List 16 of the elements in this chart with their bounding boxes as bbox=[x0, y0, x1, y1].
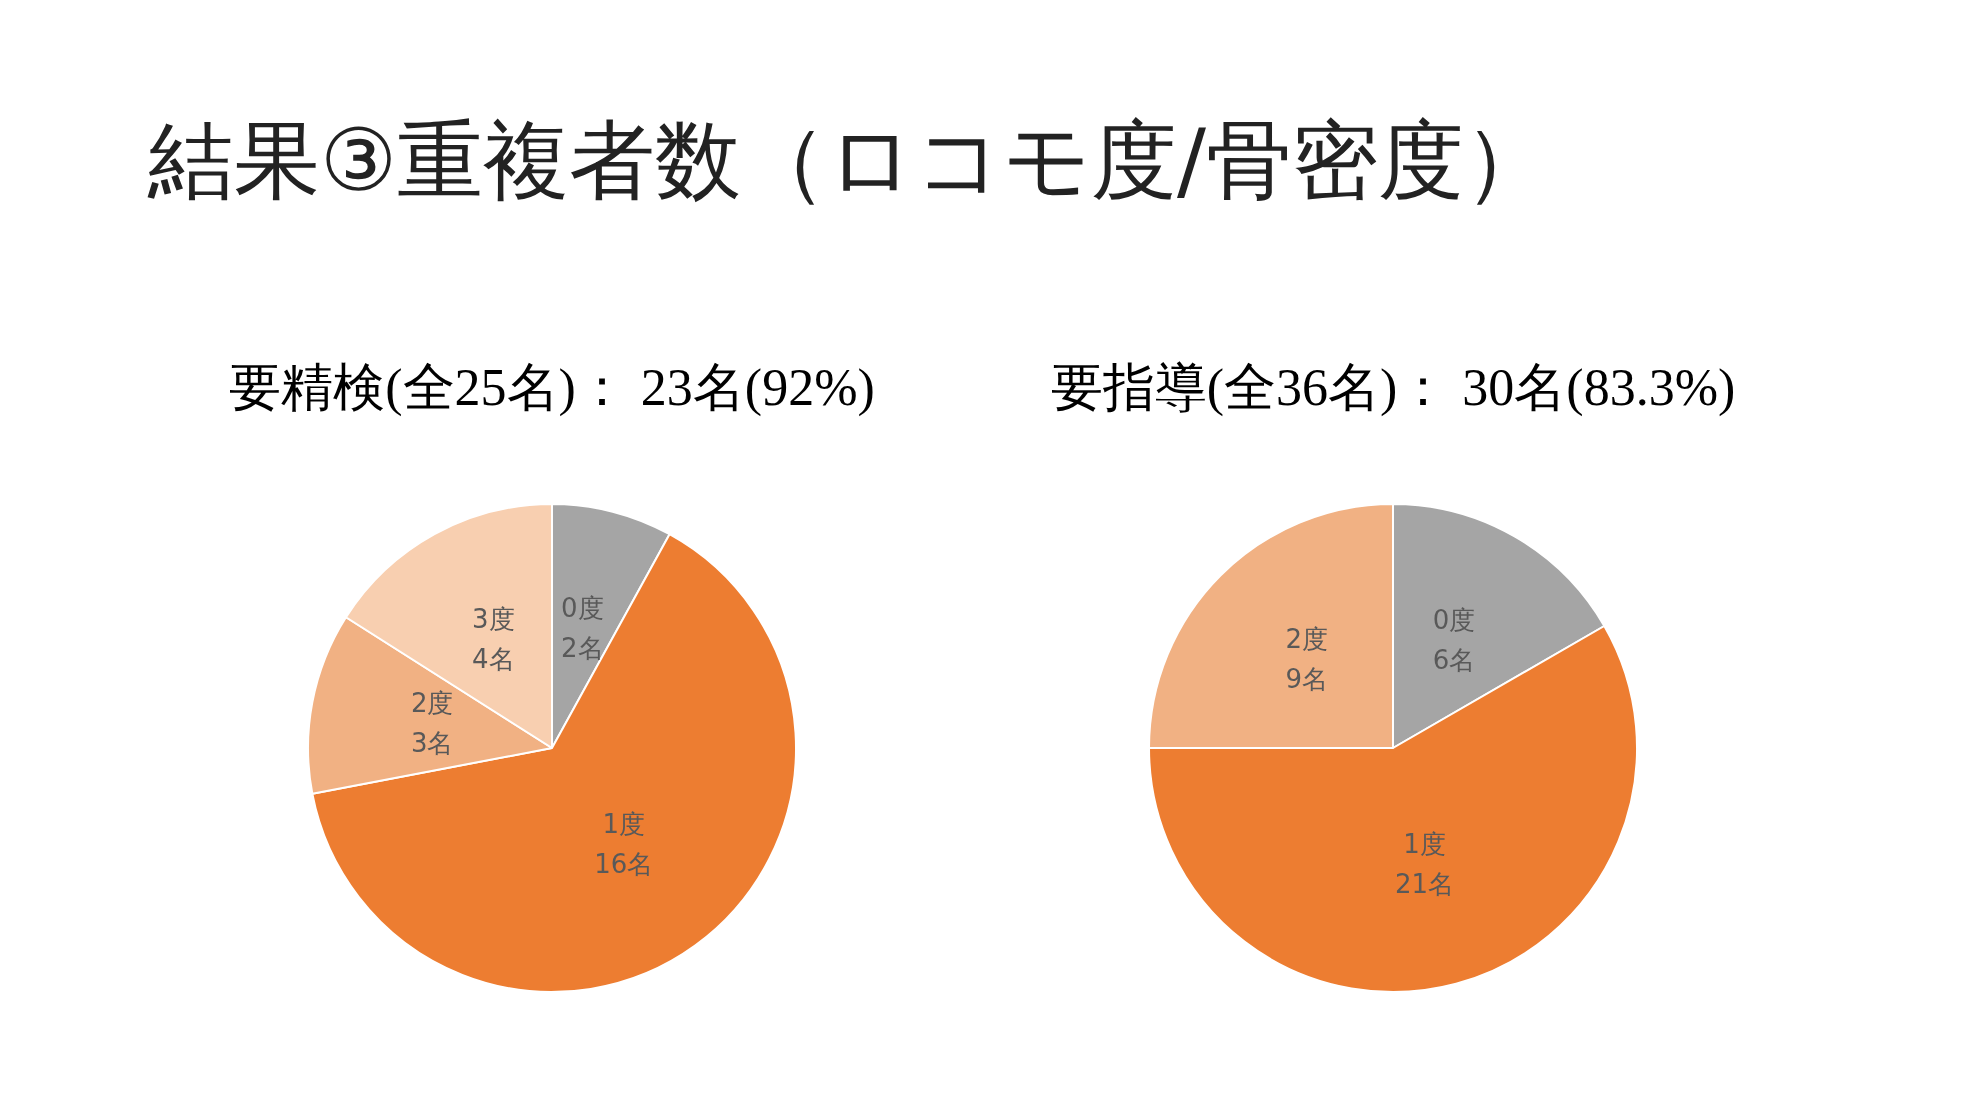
data-label: 16名 bbox=[594, 849, 654, 880]
slice-label: 2度 bbox=[1285, 624, 1329, 655]
chart-title: 要精検(全25名)： 23名(92%) bbox=[228, 358, 876, 418]
chart-title: 要指導(全36名)： 30名(83.3%) bbox=[1049, 358, 1737, 418]
data-label: 3名 bbox=[410, 727, 454, 758]
slice-label: 2度 bbox=[410, 687, 454, 718]
data-label: 6名 bbox=[1432, 645, 1476, 676]
data-label: 9名 bbox=[1285, 664, 1329, 695]
data-label: 4名 bbox=[471, 643, 515, 674]
slice-label: 0度 bbox=[561, 592, 604, 623]
text: 結果③重複者数（ロコモ度/骨密度） bbox=[148, 109, 1551, 212]
slice-label: 1度 bbox=[602, 809, 645, 840]
data-label: 21名 bbox=[1395, 868, 1455, 899]
slice-label: 0度 bbox=[1432, 605, 1476, 636]
slice-label: 3度 bbox=[471, 603, 515, 634]
slice-label: 1度 bbox=[1403, 828, 1446, 859]
